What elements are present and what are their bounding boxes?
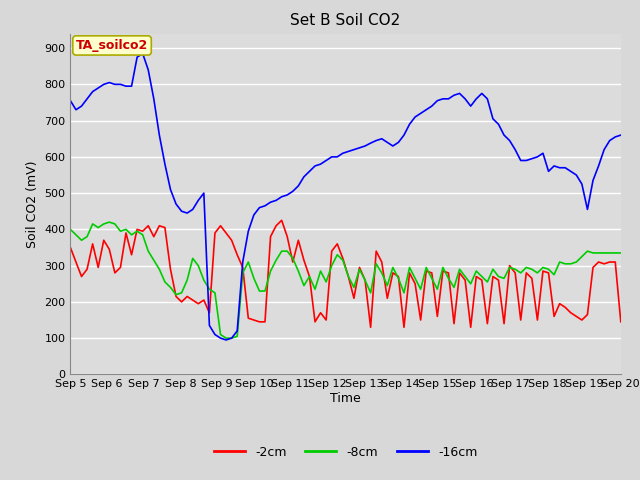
Text: TA_soilco2: TA_soilco2: [76, 39, 148, 52]
X-axis label: Time: Time: [330, 392, 361, 405]
Y-axis label: Soil CO2 (mV): Soil CO2 (mV): [26, 160, 39, 248]
Title: Set B Soil CO2: Set B Soil CO2: [291, 13, 401, 28]
Legend: -2cm, -8cm, -16cm: -2cm, -8cm, -16cm: [209, 441, 483, 464]
